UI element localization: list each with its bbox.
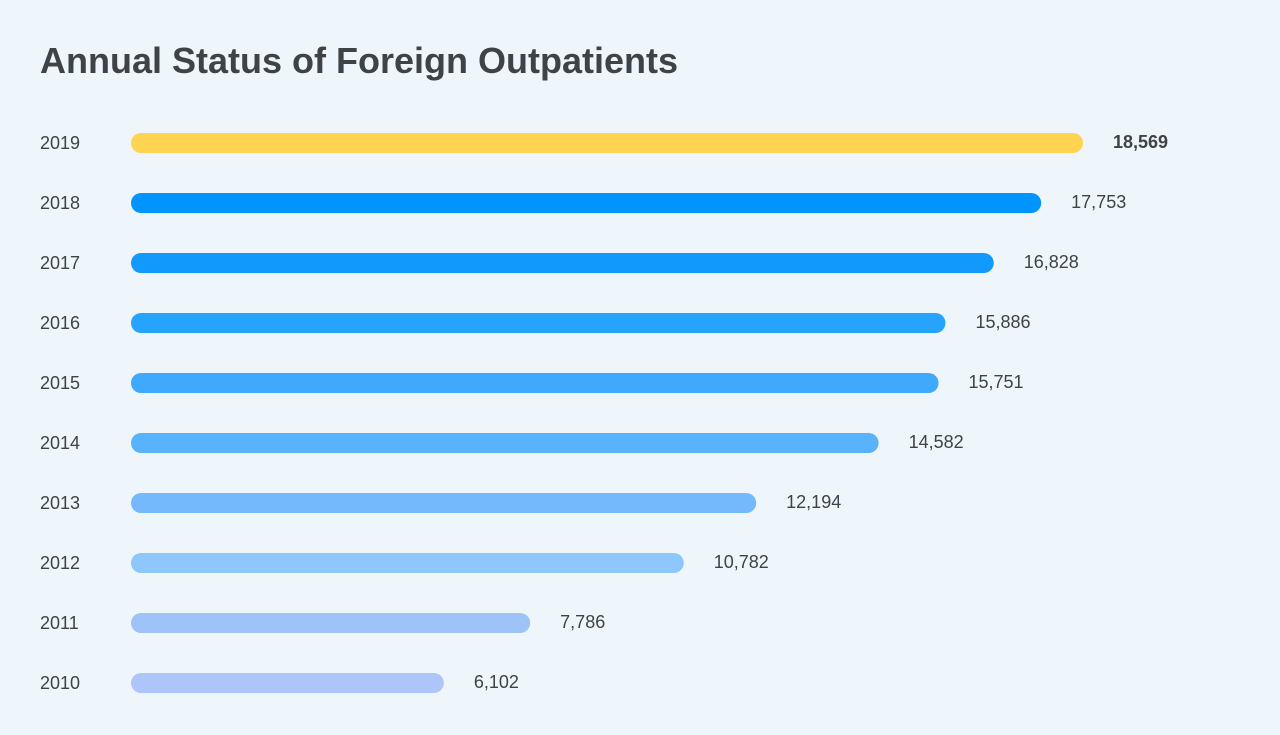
category-label: 2019 <box>40 133 80 153</box>
category-label: 2015 <box>40 373 80 393</box>
value-label: 15,751 <box>969 372 1024 392</box>
bar-2010 <box>131 673 444 693</box>
bar-2016 <box>131 313 946 333</box>
category-label: 2013 <box>40 493 80 513</box>
category-label: 2018 <box>40 193 80 213</box>
category-label: 2011 <box>40 613 79 633</box>
value-label: 15,886 <box>975 312 1030 332</box>
bar-2014 <box>131 433 879 453</box>
category-label: 2012 <box>40 553 80 573</box>
value-label: 14,582 <box>909 432 964 452</box>
category-label: 2016 <box>40 313 80 333</box>
bar-2015 <box>131 373 939 393</box>
bar-2011 <box>131 613 531 633</box>
chart-title: Annual Status of Foreign Outpatients <box>40 40 678 81</box>
value-label: 10,782 <box>714 552 769 572</box>
category-label: 2017 <box>40 253 80 273</box>
bar-2013 <box>131 493 757 513</box>
value-label: 7,786 <box>560 612 605 632</box>
bar-2019 <box>131 133 1083 153</box>
category-label: 2010 <box>40 673 80 693</box>
bar-2017 <box>131 253 994 273</box>
value-label: 17,753 <box>1071 192 1126 212</box>
value-label: 18,569 <box>1113 132 1168 152</box>
bar-2018 <box>131 193 1042 213</box>
category-label: 2014 <box>40 433 80 453</box>
value-label: 6,102 <box>474 672 519 692</box>
value-label: 12,194 <box>786 492 841 512</box>
value-label: 16,828 <box>1024 252 1079 272</box>
bar-2012 <box>131 553 684 573</box>
